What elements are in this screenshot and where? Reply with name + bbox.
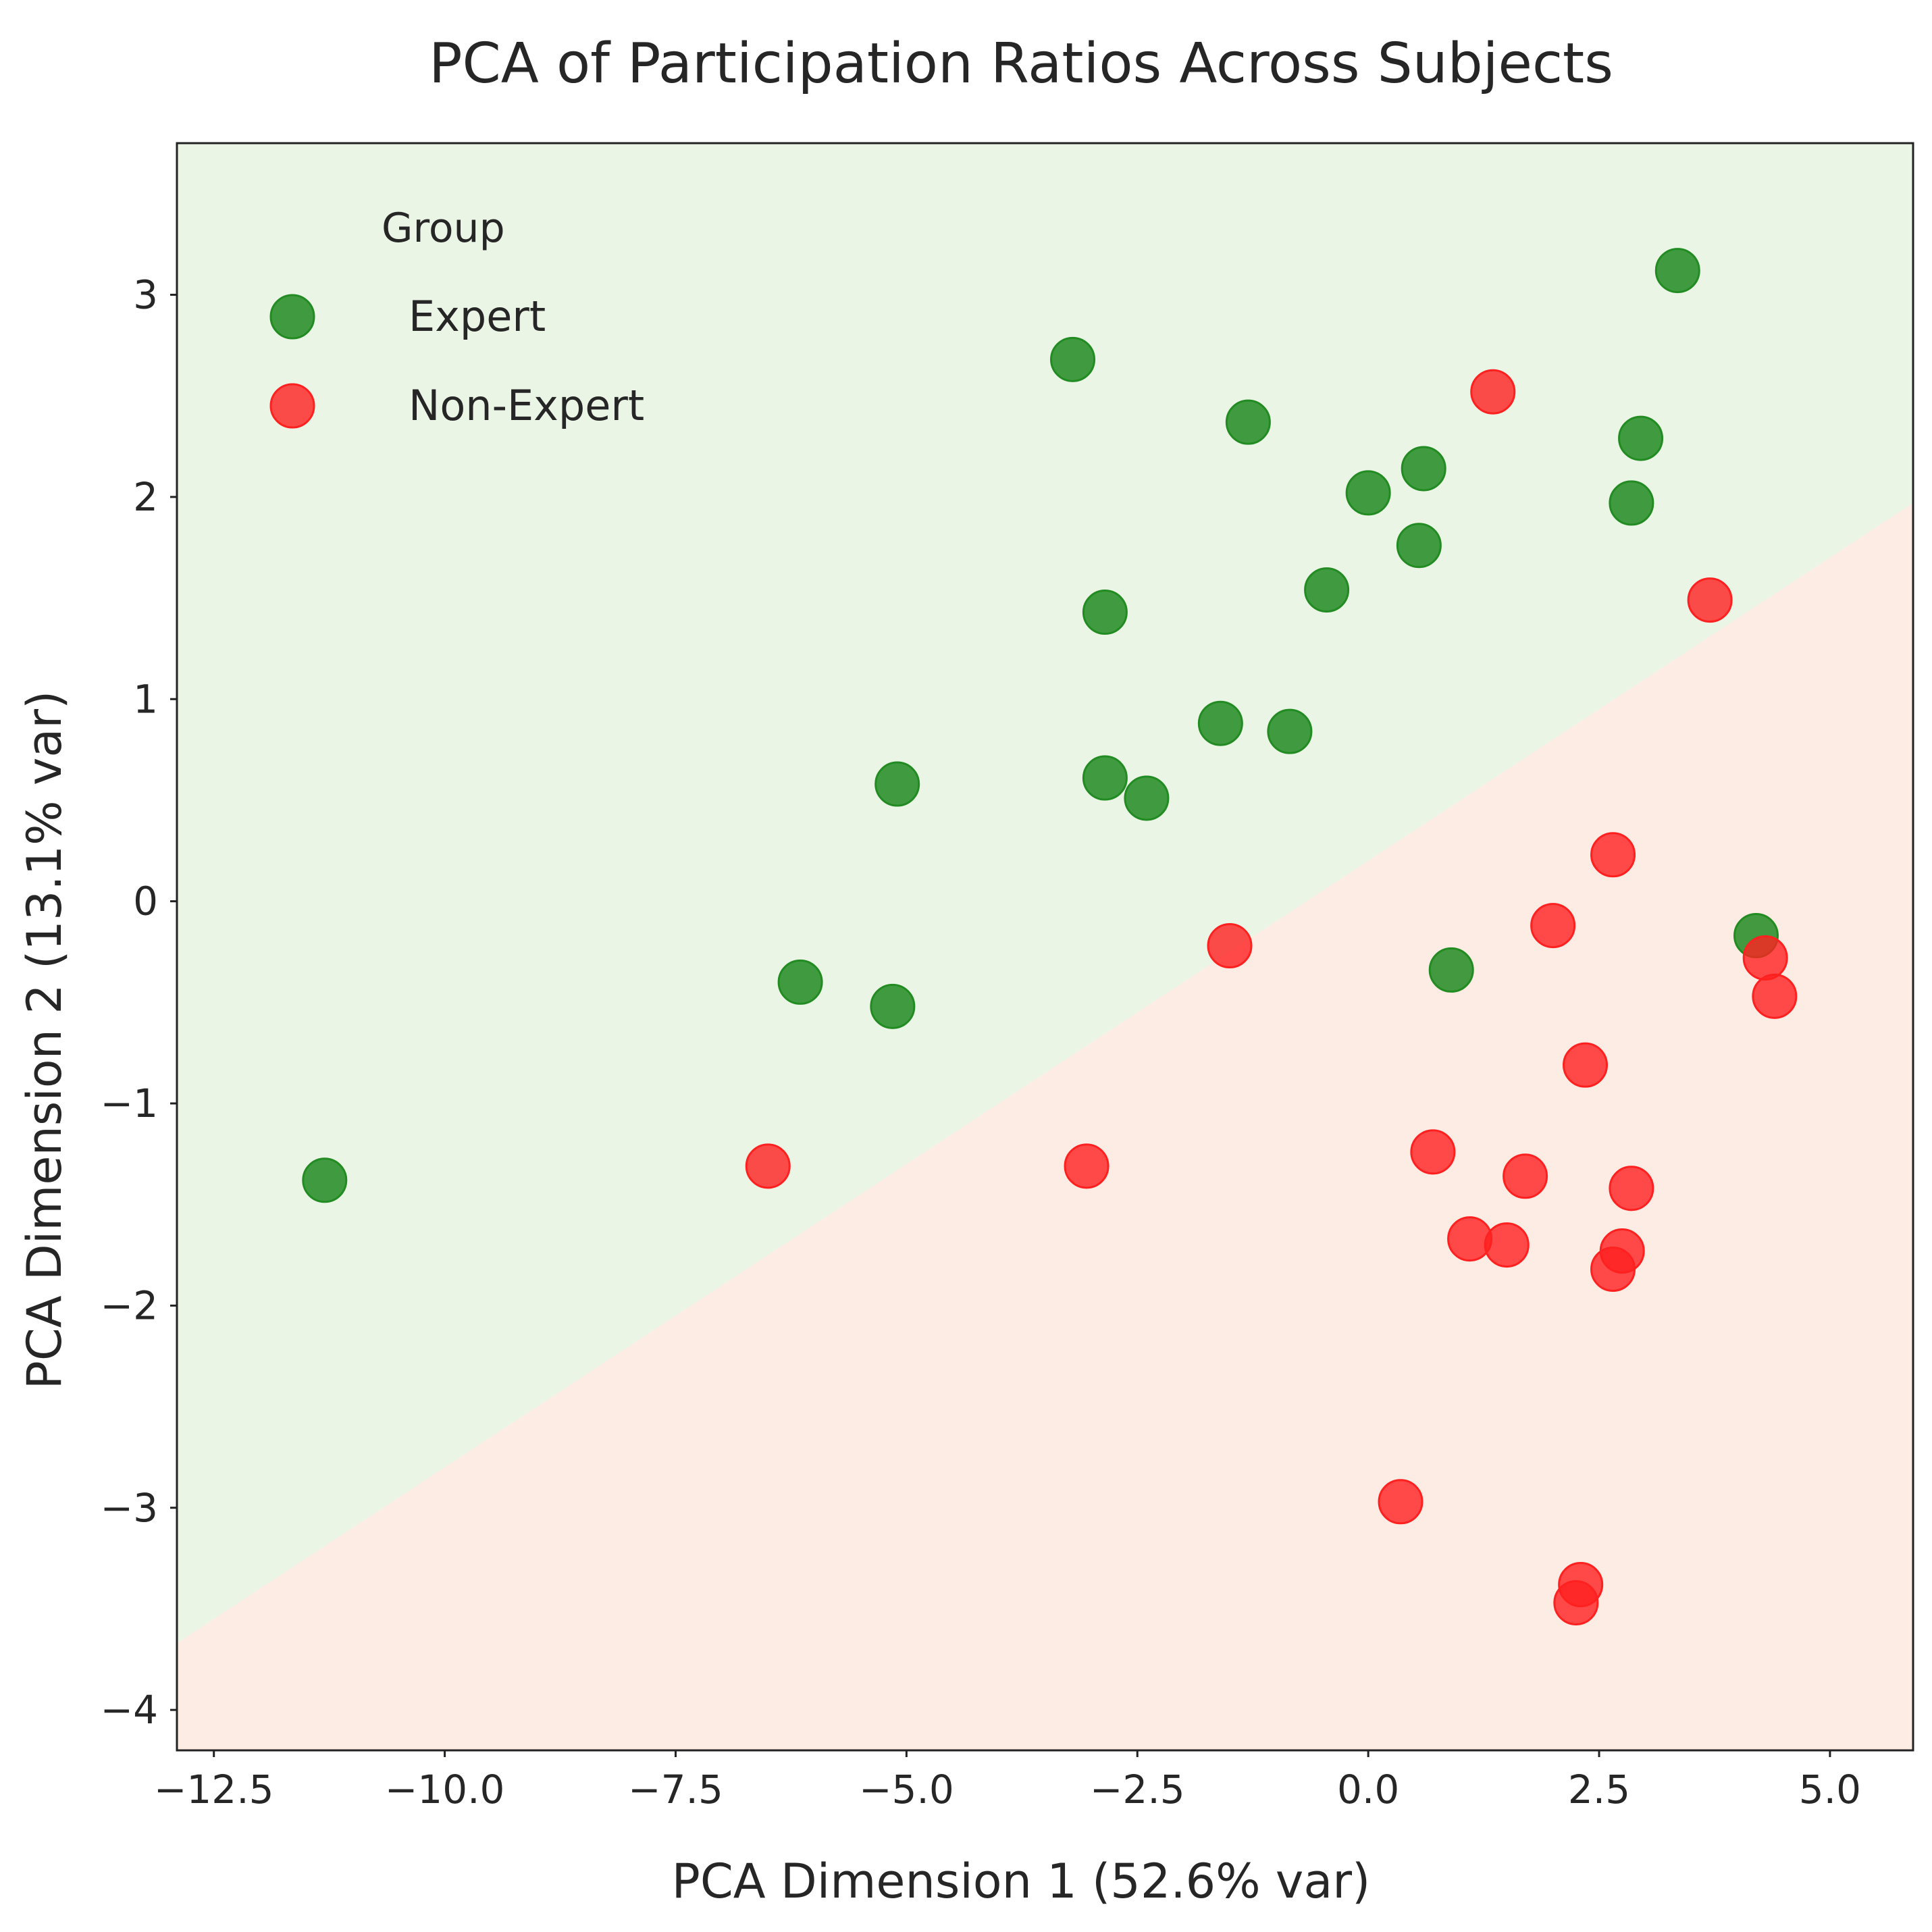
point-non-expert [1609, 1166, 1654, 1211]
region-non-expert [177, 502, 1913, 1750]
point-non-expert [1207, 923, 1253, 969]
x-tick-label: −7.5 [628, 1767, 723, 1812]
point-non-expert [1530, 903, 1576, 949]
decision-regions [177, 143, 1913, 1750]
chart-title: PCA of Participation Ratios Across Subje… [429, 32, 1613, 96]
legend-title: Group [382, 205, 505, 252]
point-expert [1197, 700, 1243, 746]
y-tick-label: −1 [101, 1080, 159, 1126]
point-expert [302, 1157, 348, 1203]
x-tick-label: 0.0 [1337, 1767, 1399, 1812]
x-tick-label: 2.5 [1568, 1767, 1630, 1812]
x-tick-label: 5.0 [1799, 1767, 1861, 1812]
point-non-expert [1410, 1129, 1456, 1175]
point-expert [874, 761, 920, 807]
point-expert [870, 983, 916, 1029]
y-tick-label: −4 [101, 1687, 159, 1733]
point-expert [1609, 480, 1654, 526]
point-expert [777, 959, 823, 1005]
legend-marker-non-expert [269, 383, 315, 429]
point-non-expert [1742, 935, 1788, 981]
point-non-expert [1484, 1222, 1530, 1268]
legend-label-non-expert: Non-Expert [409, 381, 644, 430]
region-expert [177, 143, 1913, 1644]
point-non-expert [1447, 1216, 1493, 1262]
point-non-expert [745, 1143, 791, 1189]
y-tick-label: 3 [133, 272, 158, 318]
y-tick-label: 1 [133, 676, 158, 722]
y-tick-label: 2 [133, 474, 158, 520]
point-non-expert [1599, 1228, 1645, 1274]
y-tick-label: −2 [101, 1282, 159, 1328]
point-expert [1124, 775, 1170, 821]
x-tick-label: −12.5 [154, 1767, 274, 1812]
point-expert [1082, 755, 1128, 801]
point-non-expert [1752, 973, 1798, 1019]
x-tick-label: −10.0 [385, 1767, 505, 1812]
point-non-expert [1378, 1479, 1424, 1525]
point-expert [1396, 523, 1442, 569]
legend-marker-expert [269, 294, 315, 340]
point-expert [1428, 947, 1474, 993]
point-expert [1345, 470, 1391, 516]
point-non-expert [1503, 1153, 1548, 1199]
legend-label-expert: Expert [409, 292, 546, 341]
x-tick-label: −5.0 [859, 1767, 954, 1812]
point-expert [1050, 336, 1096, 382]
point-expert [1082, 590, 1128, 635]
y-tick-label: 0 [133, 879, 158, 924]
point-non-expert [1687, 577, 1733, 623]
point-non-expert [1470, 369, 1516, 415]
point-non-expert [1064, 1143, 1109, 1189]
point-expert [1225, 399, 1271, 445]
scatter-points [302, 248, 1798, 1625]
y-axis-label: PCA Dimension 2 (13.1% var) [17, 691, 72, 1390]
point-non-expert [1563, 1042, 1609, 1088]
point-expert [1304, 567, 1350, 613]
x-axis-label: PCA Dimension 1 (52.6% var) [672, 1854, 1371, 1909]
point-non-expert [1558, 1562, 1604, 1608]
point-expert [1654, 248, 1700, 294]
axis-ticks: −12.5 −10.0 −7.5 −5.0 −2.5 0.0 2.5 5.0 −4 −3 −2 −1 0… [101, 272, 1862, 1812]
point-expert [1618, 415, 1664, 461]
point-non-expert [1590, 832, 1636, 878]
legend: Group Expert Non-Expert [269, 205, 644, 430]
y-tick-label: −3 [101, 1485, 159, 1531]
x-tick-label: −2.5 [1090, 1767, 1185, 1812]
plot-frame [176, 142, 1914, 1752]
point-expert [1401, 446, 1446, 492]
point-expert [1267, 708, 1313, 754]
